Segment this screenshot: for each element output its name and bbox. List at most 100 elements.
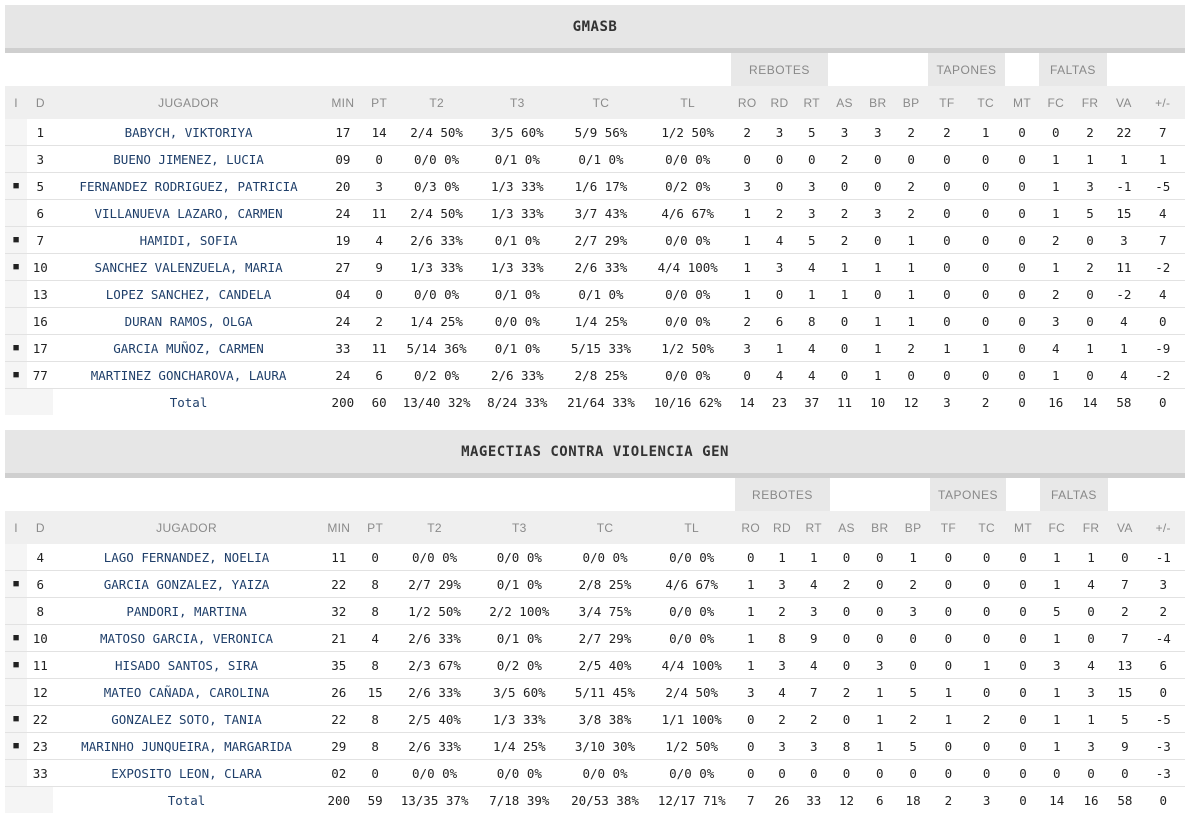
stat-d: 77 [27, 361, 54, 389]
stat-ro: 0 [731, 145, 764, 173]
total-tc-blocks: 2 [981, 394, 990, 410]
stat-bp: 0 [894, 361, 928, 389]
stat-fr: 0 [1072, 361, 1108, 389]
header-col-tc: TC [561, 511, 649, 544]
total-bp: 12 [903, 394, 919, 410]
starter-marker: ■ [5, 624, 28, 652]
stat-br: 3 [861, 119, 895, 146]
stat-fr: 2 [1072, 253, 1108, 281]
stat-t3: 0/1 0% [476, 570, 562, 598]
stat-t2: 2/6 33% [392, 678, 477, 706]
stat-d: 1 [27, 119, 54, 146]
stat-d: 10 [27, 624, 54, 652]
stat-bp: 2 [894, 199, 928, 227]
total-ro: 14 [739, 394, 755, 410]
total-pt: 59 [367, 792, 383, 808]
stat-va: 5 [1108, 705, 1142, 733]
player-name: SANCHEZ VALENZUELA, MARIA [53, 253, 324, 281]
header-col-tl: TL [648, 511, 736, 544]
stat-fc: 1 [1039, 544, 1074, 571]
stat-pt: 2 [362, 307, 397, 335]
total-rd: 26 [774, 792, 790, 808]
stat-tf: 0 [927, 226, 967, 254]
total-t3: 8/24 33% [487, 394, 548, 410]
stat-as: 0 [829, 624, 864, 652]
header-col-as: AS [829, 511, 864, 544]
stat-t3: 3/5 60% [476, 678, 562, 706]
stat-bp: 1 [896, 544, 930, 571]
stat-fc: 1 [1038, 361, 1073, 389]
stat-pt: 3 [362, 172, 397, 200]
player-row: ■ 23 MARINHO JUNQUEIRA, MARGARIDA 29 8 2/6 33… [5, 732, 1185, 760]
starter-marker: ■ [5, 172, 28, 200]
stat-min: 26 [319, 678, 358, 706]
total-label: Total [169, 394, 208, 410]
stat-tc: 3/10 30% [561, 732, 649, 760]
stat-t2: 2/4 50% [396, 199, 477, 227]
stat-bp: 1 [894, 307, 928, 335]
stat-pt: 8 [357, 570, 393, 598]
player-row: 8 PANDORI, MARTINA 32 8 1/2 50% 2/2 100% 3/4 7… [5, 597, 1185, 625]
header-col-jugador: JUGADOR [53, 511, 320, 544]
total-row: Total 200 59 13/35 37% 7/18 39% 20/53 38% 12/1… [5, 786, 1185, 813]
stat-ro: 1 [735, 624, 767, 652]
header-col-t2: T2 [396, 86, 477, 119]
stat-tc-blocks: 0 [967, 732, 1007, 760]
player-row: ■ 77 MARTINEZ GONCHAROVA, LAURA 24 6 0/2 0% 2/… [5, 361, 1185, 389]
stat-tl: 0/0 0% [648, 624, 736, 652]
stat-tc-blocks: 0 [966, 253, 1006, 281]
stat-fc: 3 [1038, 307, 1073, 335]
stat-as: 3 [827, 119, 862, 146]
header-col-fr: FR [1072, 86, 1108, 119]
stat-br: 3 [863, 651, 897, 679]
stat-va: 11 [1107, 253, 1141, 281]
player-name: GARCIA MUÑOZ, CARMEN [53, 334, 324, 362]
player-name: VILLANUEVA LAZARO, CARMEN [53, 199, 324, 227]
total-t3: 7/18 39% [489, 792, 550, 808]
stat-rd: 2 [766, 705, 798, 733]
group-faltas: FALTAS [1038, 53, 1108, 86]
header-col-mt: MT [1006, 511, 1040, 544]
stat-tc-blocks: 1 [967, 651, 1007, 679]
starter-marker: ■ [5, 253, 28, 281]
total-as: 11 [836, 394, 853, 410]
column-group-row: REBOTES TAPONES FALTAS [5, 53, 1185, 86]
stat-tc-blocks: 0 [966, 199, 1006, 227]
stat-pt: 8 [357, 597, 393, 625]
stat-rd: 1 [763, 334, 796, 362]
stat-pt: 8 [357, 732, 393, 760]
stat-fc: 1 [1039, 570, 1074, 598]
stat-tc: 3/8 38% [561, 705, 649, 733]
total-row: Total 200 60 13/40 32% 8/24 33% 21/64 33% 10/1… [5, 388, 1185, 415]
stat-d: 6 [27, 199, 54, 227]
stat-ro: 1 [731, 226, 764, 254]
stat-plus-minus: -3 [1141, 732, 1185, 760]
stat-t2: 2/6 33% [392, 624, 477, 652]
player-name: MATOSO GARCIA, VERONICA [53, 624, 320, 652]
stat-rd: 0 [763, 280, 796, 308]
stat-tf: 1 [927, 334, 967, 362]
stat-br: 0 [863, 544, 897, 571]
stat-tl: 4/6 67% [648, 570, 736, 598]
stat-ro: 0 [731, 361, 764, 389]
stat-rt: 3 [797, 732, 830, 760]
stat-tc-blocks: 0 [966, 172, 1006, 200]
stat-mt: 0 [1006, 570, 1040, 598]
stat-pt: 14 [362, 119, 397, 146]
stat-t2: 2/3 67% [392, 651, 477, 679]
stat-plus-minus: 0 [1140, 307, 1185, 335]
stat-t3: 1/4 25% [476, 732, 562, 760]
player-row: 3 BUENO JIMENEZ, LUCIA 09 0 0/0 0% 0/1 0% 0/1 … [5, 145, 1185, 173]
column-header-row: I D JUGADOR MIN PT T2 T3 TC TL RO RD RT AS BR BP TF TC MT… [5, 86, 1185, 119]
player-row: 6 VILLANUEVA LAZARO, CARMEN 24 11 2/4 50% 1/3… [5, 199, 1185, 227]
stat-plus-minus: -4 [1141, 624, 1185, 652]
stat-min: 24 [323, 199, 362, 227]
stat-tc-blocks: 0 [966, 145, 1006, 173]
stat-plus-minus: 4 [1140, 280, 1185, 308]
stat-tc: 5/9 56% [557, 119, 645, 146]
stat-t3: 0/0 0% [476, 759, 562, 787]
header-col-tc: TC [557, 86, 645, 119]
box-score-table: REBOTES TAPONES FALTAS I D JUGADOR MIN PT T2 T… [5, 478, 1185, 813]
total-tc: 21/64 33% [567, 394, 635, 410]
stat-t2: 2/6 33% [392, 732, 477, 760]
